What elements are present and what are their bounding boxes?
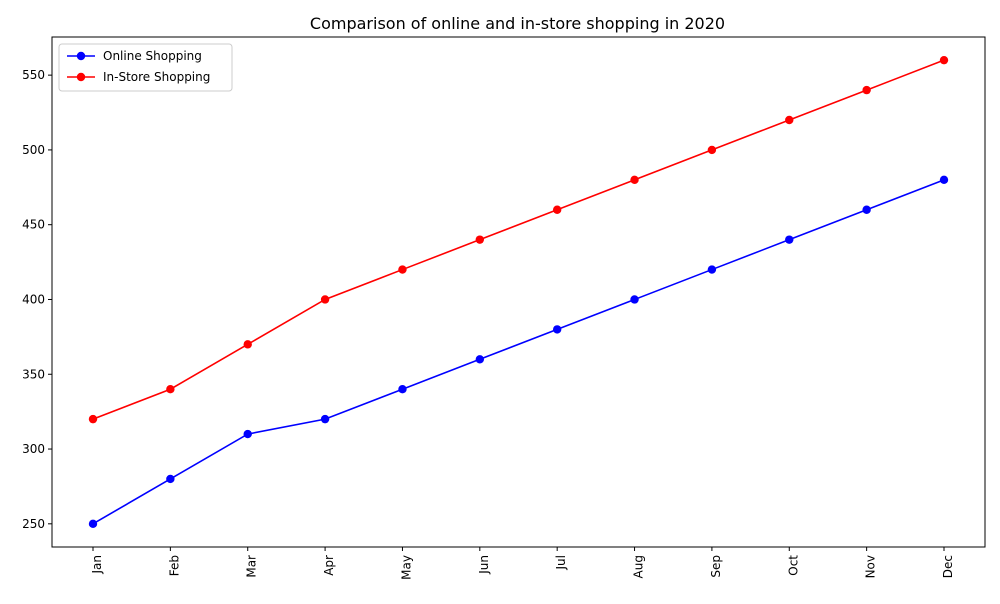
x-tick-label: Jul [554,555,568,570]
data-point-online [552,325,562,334]
x-tick-label: Nov [864,555,878,578]
data-point-online [707,265,717,274]
y-tick-label: 500 [22,143,45,157]
data-point-online [630,295,639,304]
data-point-in-store [166,385,175,394]
data-point-in-store [785,115,794,125]
data-point-in-store [398,265,407,274]
data-point-in-store [552,205,562,214]
chart-title: Comparison of online and in-store shoppi… [310,14,725,33]
data-point-online [166,474,175,484]
data-point-in-store [475,235,485,244]
legend: Online Shopping In-Store Shopping [58,43,233,92]
data-point-online [243,429,252,439]
data-point-online [398,385,407,394]
x-tick-label: Jun [477,555,491,575]
data-point-in-store [707,145,717,155]
data-point-online [88,519,98,529]
y-tick-label: 350 [22,367,45,381]
data-point-online [320,414,330,424]
legend-label-online: Online Shopping [103,49,202,63]
x-tick-label: Dec [941,555,955,578]
data-point-online [939,175,949,185]
x-tick-label: Oct [786,555,800,576]
x-tick-label: Aug [632,555,646,578]
data-point-online [475,355,485,364]
y-tick-label: 400 [22,292,45,306]
y-tick-label: 550 [22,68,45,82]
data-point-in-store [939,55,949,65]
y-tick-label: 450 [22,218,45,232]
data-point-in-store [88,414,98,424]
x-tick-label: May [399,555,413,580]
legend-label-in-store: In-Store Shopping [103,70,210,84]
data-point-in-store [630,175,639,185]
x-tick-label: Apr [322,555,336,576]
data-point-in-store [243,340,252,349]
legend-box [58,43,233,92]
y-tick-label: 250 [22,517,45,531]
legend-marker-online [76,51,86,61]
axes-frame [51,36,986,548]
series-line-online [92,179,945,525]
x-tick-label: Feb [167,555,181,576]
plot-area: 250 300 350 400 450 500 550 Jan Feb Mar Apr May Jun J… [22,36,986,580]
x-tick-label: Jan [90,555,104,575]
data-point-in-store [862,85,871,95]
data-point-in-store [320,295,330,304]
x-tick-label: Mar [245,555,259,578]
data-point-online [862,205,871,214]
legend-marker-in-store [76,72,86,82]
x-tick-label: Sep [709,555,723,578]
data-point-online [785,235,794,244]
y-tick-label: 300 [22,442,45,456]
series-line-in-store [92,59,945,420]
